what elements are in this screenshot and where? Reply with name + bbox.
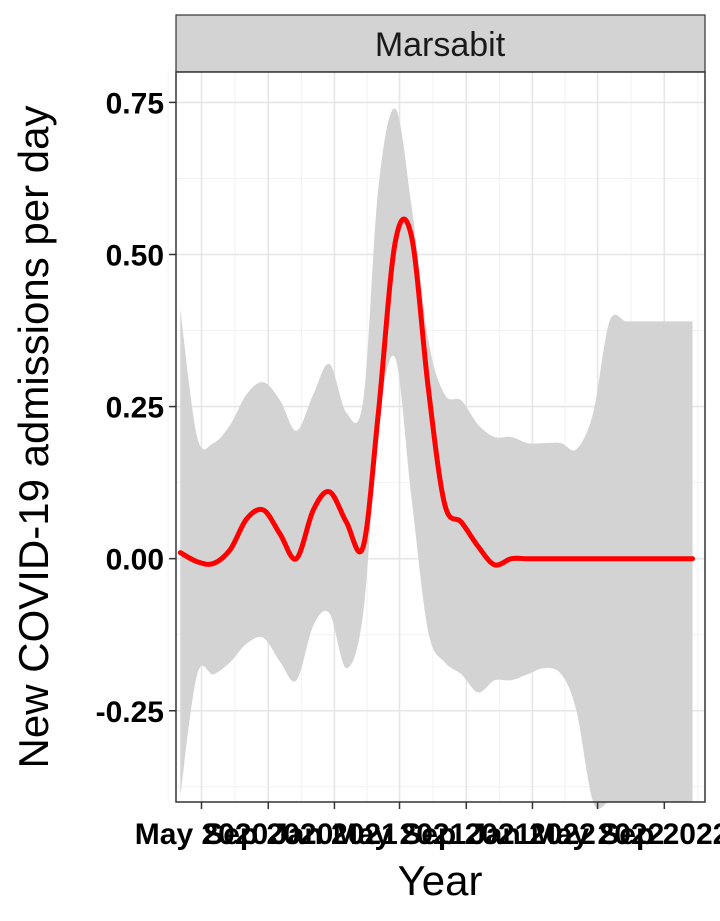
y-tick-label: 0.25 <box>106 392 164 425</box>
x-tick-label: Sep 2022 <box>599 818 720 851</box>
panel-border <box>175 71 706 803</box>
y-axis: -0.25 0.00 0.25 0.50 0.75 <box>96 87 176 729</box>
series-line <box>177 216 695 568</box>
y-tick-label: 0.50 <box>106 240 164 273</box>
x-tick-label: May 2021 <box>333 818 466 851</box>
x-tick-label: Jan 2022 <box>469 818 596 851</box>
x-tick-label: Jan 2021 <box>271 818 398 851</box>
x-tick-label: May 2022 <box>531 818 664 851</box>
x-axis-title: Year <box>398 857 483 904</box>
x-tick-label: May 2020 <box>135 818 268 851</box>
y-tick-label: 0.00 <box>106 544 164 577</box>
x-tick-label: Sep 2021 <box>401 818 531 851</box>
y-axis-title: New COVID-19 admissions per day <box>10 106 57 769</box>
x-tick-label: Sep 2020 <box>203 818 333 851</box>
y-tick-label: 0.75 <box>106 87 164 120</box>
facet-label: Marsabit <box>375 26 506 64</box>
facet-strip <box>175 14 706 73</box>
y-tick-label: -0.25 <box>96 696 164 729</box>
